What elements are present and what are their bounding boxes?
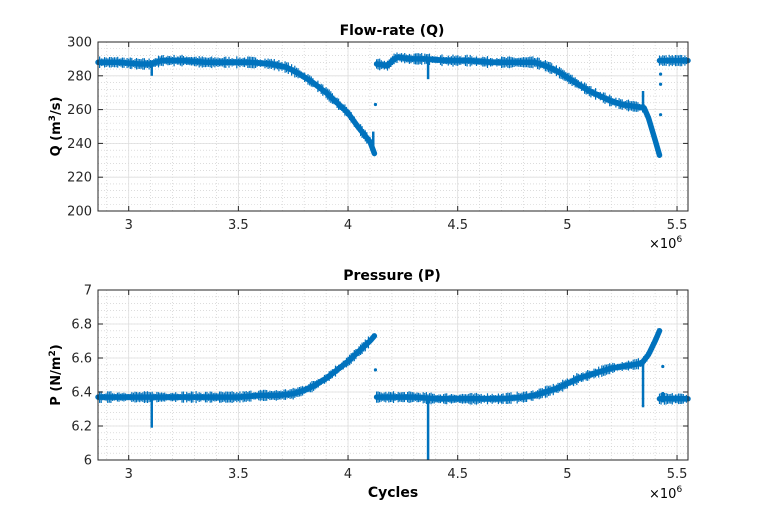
flow-rate-marker (658, 72, 663, 76)
flow-rate-x-tick-label: 3 (125, 218, 133, 233)
pressure-marker (373, 368, 378, 372)
pressure-x-tick-label: 4 (344, 467, 352, 482)
flow-rate-y-tick-label: 260 (67, 103, 92, 118)
flow-rate-axes-box (97, 41, 689, 212)
pressure-x-multiplier: ×106 (649, 485, 682, 502)
flow-rate-x-tick-label: 5.5 (667, 218, 688, 233)
flow-rate-x-tick-label: 4 (344, 218, 352, 233)
flow-rate-marker (373, 102, 378, 107)
flow-rate-series (95, 52, 691, 158)
flow-rate-plot-area (98, 42, 688, 211)
pressure-panel: Pressure (P) 3 3.5 4 4.5 5 5.566.26.46.66.87 … (48, 268, 691, 502)
flow-rate-y-tick-label: 200 (67, 205, 92, 220)
pressure-y-tick-label: 6.6 (71, 352, 92, 367)
flow-rate-marker (658, 82, 663, 86)
pressure-y-tick-label: 6 (84, 454, 92, 469)
flow-rate-y-tick-label: 300 (67, 36, 92, 51)
flow-rate-x-tick-label: 4.5 (447, 218, 468, 233)
pressure-y-tick-label: 6.8 (71, 318, 92, 333)
flow-rate-title: Flow-rate (Q) (340, 23, 445, 39)
flow-rate-y-tick-label: 220 (67, 171, 92, 186)
pressure-y-tick-label: 7 (84, 284, 92, 299)
flow-rate-y-axis-label: Q (m3/s) (48, 97, 64, 157)
flow-rate-x-tick-label: 5 (563, 218, 571, 233)
pressure-y-tick-label: 6.2 (71, 420, 92, 435)
pressure-x-tick-label: 3.5 (228, 467, 249, 482)
flow-rate-x-multiplier: ×106 (649, 235, 682, 252)
pressure-x-tick-label: 5.5 (667, 467, 688, 482)
pressure-marker (661, 364, 665, 369)
pressure-y-tick-label: 6.4 (71, 386, 92, 401)
pressure-title: Pressure (P) (343, 268, 441, 284)
pressure-x-axis-label: Cycles (368, 485, 418, 501)
flow-rate-y-tick-label: 280 (67, 69, 92, 84)
flow-rate-panel: Flow-rate (Q) 3 3.5 4 4.5 5 5.5 200 220 240 260 28… (48, 23, 691, 252)
pressure-plot-area (98, 290, 688, 460)
pressure-y-axis-label: P (N/m2) (48, 344, 64, 405)
pressure-axes-box (97, 289, 689, 461)
pressure-x-tick-label: 3 (125, 467, 133, 482)
pressure-ticks: 3 3.5 4 4.5 5 5.5 6 6.2 6.4 6.6 6.8 7 (71, 284, 688, 482)
flow-rate-marker (658, 113, 663, 117)
pressure-x-tick-label: 5 (563, 467, 571, 482)
flow-rate-x-tick-label: 3.5 (228, 218, 249, 233)
flow-rate-ticks: 3 3.5 4 4.5 5 5.5 200 220 240 260 280 300 (67, 36, 688, 233)
flow-rate-y-tick-label: 240 (67, 137, 92, 152)
pressure-series (95, 328, 691, 460)
pressure-x-tick-label: 4.5 (447, 467, 468, 482)
